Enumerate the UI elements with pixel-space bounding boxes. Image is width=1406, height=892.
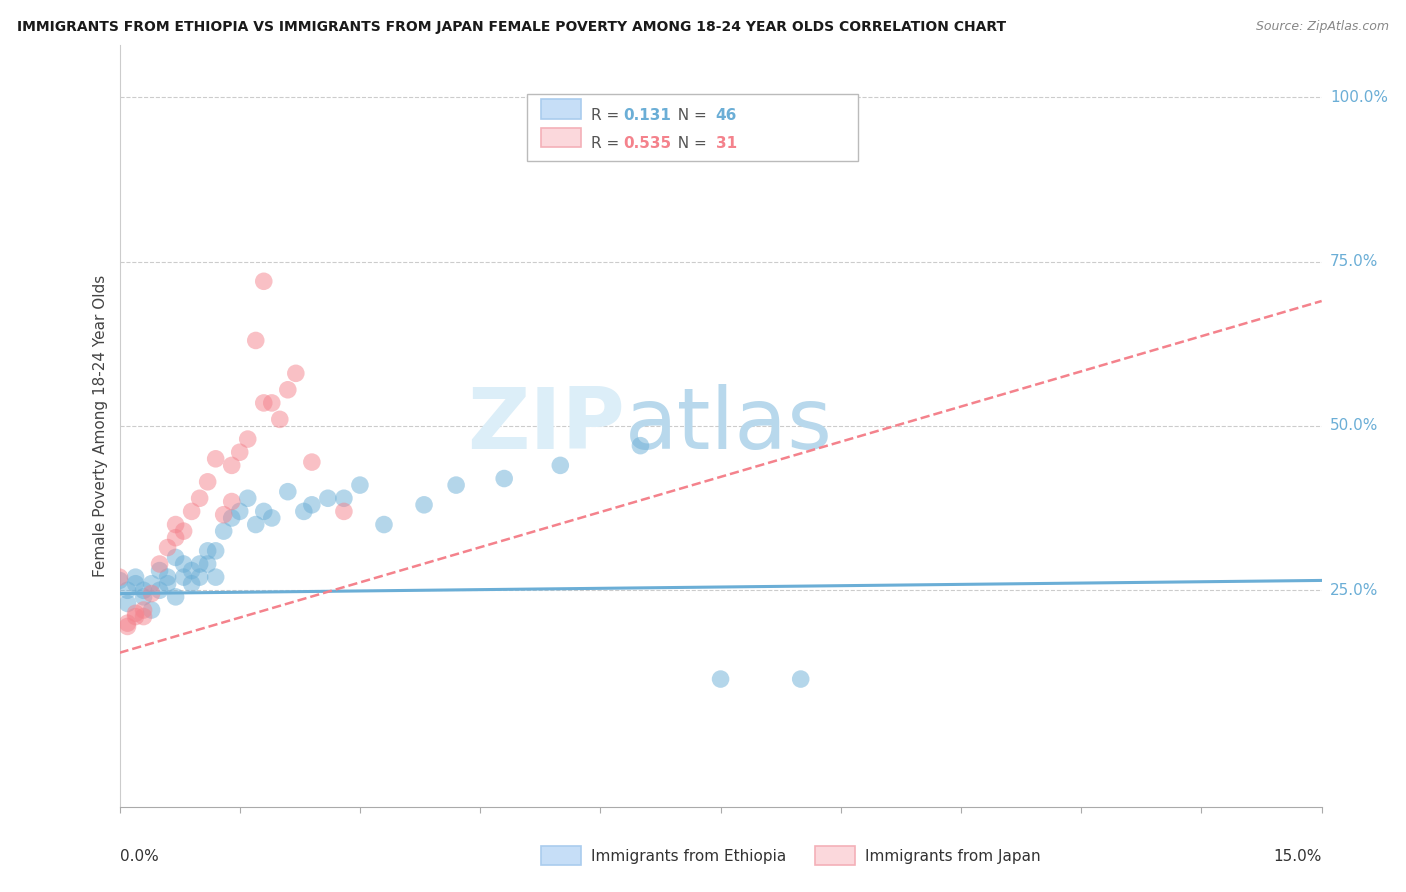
Text: atlas: atlas bbox=[624, 384, 832, 467]
Y-axis label: Female Poverty Among 18-24 Year Olds: Female Poverty Among 18-24 Year Olds bbox=[93, 275, 108, 577]
Point bbox=[221, 458, 243, 473]
Point bbox=[132, 609, 155, 624]
Point bbox=[141, 603, 163, 617]
Point bbox=[124, 607, 146, 621]
Point bbox=[165, 531, 187, 545]
Point bbox=[117, 583, 139, 598]
Text: IMMIGRANTS FROM ETHIOPIA VS IMMIGRANTS FROM JAPAN FEMALE POVERTY AMONG 18-24 YEA: IMMIGRANTS FROM ETHIOPIA VS IMMIGRANTS F… bbox=[17, 20, 1007, 34]
Point bbox=[709, 672, 731, 686]
Point bbox=[117, 619, 139, 633]
Point bbox=[197, 544, 219, 558]
Point bbox=[236, 491, 259, 506]
Point bbox=[156, 576, 179, 591]
Point bbox=[141, 576, 163, 591]
Point bbox=[180, 504, 202, 518]
Point bbox=[333, 491, 356, 506]
Text: 0.535: 0.535 bbox=[623, 136, 671, 152]
Point bbox=[173, 570, 195, 584]
Point bbox=[149, 583, 172, 598]
Text: 0.0%: 0.0% bbox=[120, 849, 159, 864]
Point bbox=[197, 475, 219, 489]
Text: N =: N = bbox=[668, 136, 711, 152]
Text: 75.0%: 75.0% bbox=[1330, 254, 1378, 269]
Point bbox=[349, 478, 371, 492]
Text: R =: R = bbox=[591, 136, 624, 152]
Point bbox=[301, 455, 323, 469]
Point bbox=[132, 603, 155, 617]
Point bbox=[108, 570, 131, 584]
Point bbox=[124, 609, 146, 624]
Point bbox=[253, 396, 276, 410]
Text: Source: ZipAtlas.com: Source: ZipAtlas.com bbox=[1256, 20, 1389, 33]
Point bbox=[284, 367, 307, 381]
Point bbox=[236, 432, 259, 446]
Text: R =: R = bbox=[591, 108, 624, 123]
Text: 0.131: 0.131 bbox=[623, 108, 671, 123]
Point bbox=[221, 494, 243, 508]
Point bbox=[253, 274, 276, 288]
Point bbox=[141, 586, 163, 600]
Point bbox=[108, 574, 131, 588]
Point bbox=[188, 570, 211, 584]
Text: 15.0%: 15.0% bbox=[1274, 849, 1322, 864]
Point bbox=[245, 334, 267, 348]
Point bbox=[444, 478, 467, 492]
Point bbox=[132, 590, 155, 604]
Point bbox=[245, 517, 267, 532]
Point bbox=[316, 491, 339, 506]
Point bbox=[260, 511, 283, 525]
Text: ZIP: ZIP bbox=[467, 384, 624, 467]
Point bbox=[117, 616, 139, 631]
Point bbox=[180, 576, 202, 591]
Point bbox=[149, 564, 172, 578]
Point bbox=[124, 576, 146, 591]
Point bbox=[630, 439, 652, 453]
Point bbox=[204, 451, 226, 466]
Point bbox=[277, 383, 299, 397]
Point bbox=[301, 498, 323, 512]
Point bbox=[204, 544, 226, 558]
Point bbox=[165, 590, 187, 604]
Point bbox=[165, 517, 187, 532]
Text: 31: 31 bbox=[716, 136, 737, 152]
Point bbox=[277, 484, 299, 499]
Point bbox=[494, 471, 516, 485]
Point bbox=[188, 557, 211, 571]
Point bbox=[212, 524, 235, 538]
Point bbox=[149, 557, 172, 571]
Point bbox=[333, 504, 356, 518]
Point bbox=[124, 570, 146, 584]
Point bbox=[413, 498, 436, 512]
Point bbox=[156, 570, 179, 584]
Point bbox=[221, 511, 243, 525]
Point bbox=[197, 557, 219, 571]
Text: 46: 46 bbox=[716, 108, 737, 123]
Point bbox=[204, 570, 226, 584]
Point bbox=[117, 597, 139, 611]
Point bbox=[180, 564, 202, 578]
Point bbox=[165, 550, 187, 565]
Point bbox=[212, 508, 235, 522]
Point bbox=[253, 504, 276, 518]
Text: 25.0%: 25.0% bbox=[1330, 582, 1378, 598]
Point bbox=[269, 412, 291, 426]
Point bbox=[260, 396, 283, 410]
Text: Immigrants from Ethiopia: Immigrants from Ethiopia bbox=[591, 849, 786, 864]
Point bbox=[173, 524, 195, 538]
Text: 100.0%: 100.0% bbox=[1330, 90, 1388, 104]
Point bbox=[292, 504, 315, 518]
Point bbox=[228, 504, 252, 518]
Text: 50.0%: 50.0% bbox=[1330, 418, 1378, 434]
Point bbox=[373, 517, 395, 532]
Point bbox=[173, 557, 195, 571]
Text: N =: N = bbox=[668, 108, 711, 123]
Text: Immigrants from Japan: Immigrants from Japan bbox=[865, 849, 1040, 864]
Point bbox=[132, 583, 155, 598]
Point bbox=[790, 672, 813, 686]
Point bbox=[550, 458, 572, 473]
Point bbox=[188, 491, 211, 506]
Point bbox=[228, 445, 252, 459]
Point bbox=[156, 541, 179, 555]
